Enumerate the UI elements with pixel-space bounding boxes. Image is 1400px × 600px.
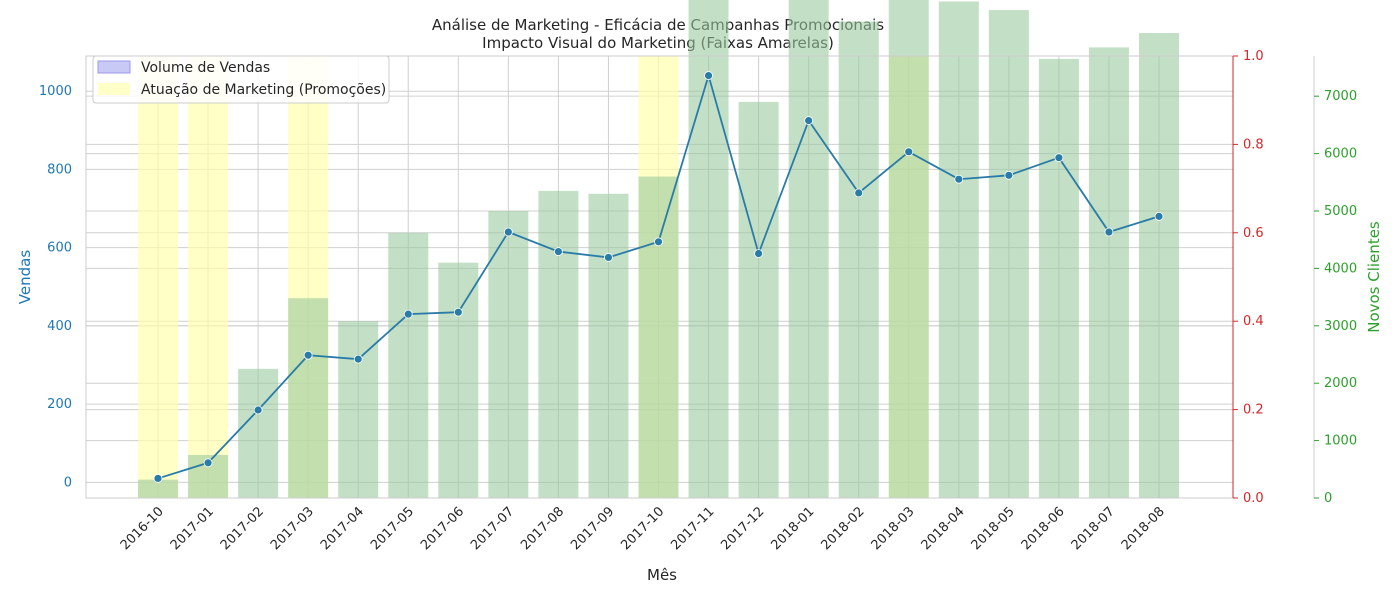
right-tick-label: 0 bbox=[1324, 491, 1332, 506]
bar-new-clients bbox=[1038, 58, 1079, 499]
right-tick-label: 2000 bbox=[1324, 376, 1357, 391]
sales-point bbox=[1054, 153, 1064, 163]
x-tick-label: 2018-05 bbox=[969, 504, 1018, 553]
sales-point bbox=[704, 71, 713, 80]
middle-tick-label: 0.0 bbox=[1243, 491, 1264, 506]
sales-point bbox=[1104, 227, 1114, 237]
sales-point bbox=[253, 405, 263, 415]
bar-new-clients bbox=[1088, 47, 1129, 498]
x-tick-label: 2016-10 bbox=[118, 504, 167, 553]
left-tick-label: 600 bbox=[47, 241, 72, 256]
sales-point bbox=[303, 350, 313, 360]
sales-point bbox=[1154, 211, 1164, 221]
bar-new-clients bbox=[138, 479, 178, 498]
sales-point bbox=[854, 188, 864, 198]
legend-label-sales: Volume de Vendas bbox=[141, 60, 270, 76]
chart-title: Análise de Marketing - Eficácia de Campa… bbox=[432, 16, 884, 34]
sales-point bbox=[804, 116, 814, 125]
left-axis-label: Vendas bbox=[16, 250, 34, 305]
bar-new-clients bbox=[938, 1, 979, 499]
bar-new-clients bbox=[1139, 33, 1179, 498]
sales-point bbox=[954, 174, 964, 184]
x-tick-label: 2017-08 bbox=[518, 504, 567, 553]
right-axis-label: Novos Clientes bbox=[1365, 221, 1383, 333]
sales-point bbox=[904, 147, 914, 157]
sales-point bbox=[503, 227, 513, 237]
bar-new-clients bbox=[588, 193, 629, 498]
legend-label-marketing: Atuação de Marketing (Promoções) bbox=[141, 82, 386, 98]
sales-line bbox=[153, 71, 1164, 483]
bar-new-clients bbox=[488, 210, 529, 499]
x-tick-label: 2017-02 bbox=[218, 504, 267, 553]
bar-new-clients bbox=[288, 298, 329, 498]
sales-point bbox=[1004, 170, 1014, 180]
x-tick-label: 2017-07 bbox=[468, 504, 517, 553]
bar-new-clients bbox=[788, 0, 829, 499]
left-tick-label: 0 bbox=[64, 475, 72, 490]
right-tick-label: 5000 bbox=[1324, 204, 1357, 219]
marketing-band bbox=[138, 56, 178, 498]
left-tick-label: 800 bbox=[47, 162, 72, 177]
x-tick-label: 2017-05 bbox=[368, 504, 417, 553]
left-tick-label: 200 bbox=[47, 397, 72, 412]
sales-point bbox=[554, 247, 563, 256]
middle-tick-label: 1.0 bbox=[1243, 49, 1264, 64]
bar-new-clients bbox=[738, 101, 779, 498]
x-tick-label: 2018-03 bbox=[869, 504, 918, 553]
bar-new-clients bbox=[888, 0, 929, 498]
sales-point bbox=[403, 309, 413, 319]
marketing-band bbox=[188, 56, 229, 498]
sales-point bbox=[453, 307, 463, 317]
x-tick-label: 2018-01 bbox=[768, 504, 817, 553]
middle-tick-label: 0.6 bbox=[1243, 226, 1264, 241]
bar-new-clients bbox=[438, 262, 479, 498]
legend-box bbox=[92, 55, 390, 104]
bar-new-clients bbox=[388, 232, 429, 499]
bar-new-clients bbox=[338, 321, 379, 498]
middle-tick-label: 0.4 bbox=[1243, 314, 1264, 329]
x-tick-label: 2018-07 bbox=[1069, 504, 1118, 553]
right-tick-label: 6000 bbox=[1324, 147, 1357, 162]
x-tick-label: 2018-06 bbox=[1019, 504, 1068, 553]
x-tick-label: 2017-09 bbox=[568, 504, 617, 553]
left-tick-label: 400 bbox=[47, 319, 72, 334]
x-tick-label: 2017-10 bbox=[618, 504, 667, 553]
sales-point bbox=[353, 354, 363, 364]
bar-new-clients bbox=[538, 190, 579, 498]
x-tick-label: 2017-04 bbox=[318, 504, 367, 553]
right-tick-label: 4000 bbox=[1324, 261, 1357, 276]
right-tick-label: 1000 bbox=[1324, 434, 1357, 449]
x-tick-label: 2018-02 bbox=[819, 504, 868, 553]
middle-tick-label: 0.8 bbox=[1243, 137, 1264, 152]
middle-tick-label: 0.2 bbox=[1243, 403, 1264, 418]
x-tick-label: 2017-06 bbox=[418, 504, 467, 553]
x-axis-label: Mês bbox=[647, 566, 677, 584]
bar-new-clients bbox=[988, 10, 1029, 499]
legend-swatch-marketing bbox=[98, 83, 130, 95]
chart-subtitle: Impacto Visual do Marketing (Faixas Amar… bbox=[482, 34, 834, 52]
sales-point bbox=[203, 458, 213, 468]
x-tick-label: 2017-12 bbox=[718, 504, 767, 553]
sales-point bbox=[654, 237, 663, 247]
bar-new-clients bbox=[238, 368, 279, 498]
bar-new-clients bbox=[688, 0, 729, 498]
x-tick-label: 2017-01 bbox=[168, 504, 217, 553]
right-tick-label: 3000 bbox=[1324, 319, 1357, 334]
x-tick-label: 2017-11 bbox=[668, 504, 717, 553]
new-clients-bars bbox=[138, 0, 1179, 499]
x-tick-label: 2018-08 bbox=[1119, 504, 1168, 553]
left-tick-label: 1000 bbox=[39, 84, 72, 99]
legend-swatch-sales bbox=[97, 60, 131, 74]
sales-point bbox=[153, 474, 163, 483]
legend: Volume de Vendas Atuação de Marketing (P… bbox=[92, 55, 390, 104]
x-tick-label: 2017-03 bbox=[268, 504, 317, 553]
right-tick-label: 7000 bbox=[1324, 89, 1357, 104]
bar-new-clients bbox=[838, 21, 879, 498]
sales-point bbox=[604, 253, 613, 262]
sales-point bbox=[754, 249, 763, 258]
x-tick-label: 2018-04 bbox=[919, 504, 968, 553]
bar-new-clients bbox=[638, 176, 679, 498]
